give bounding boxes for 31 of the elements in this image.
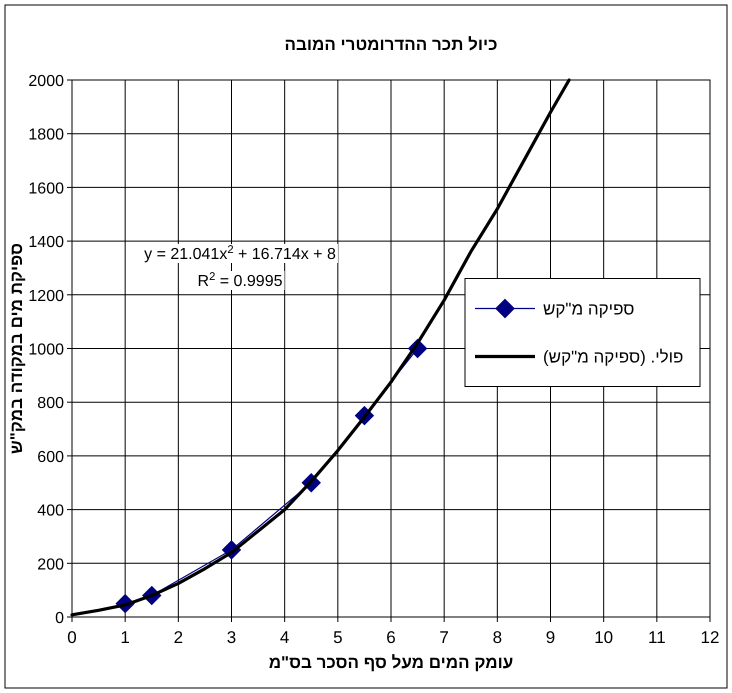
x-tick-label: 10: [594, 628, 614, 647]
legend-label: פולי. (ספיקה מ"קש): [543, 348, 684, 366]
y-tick-label: 400: [37, 502, 64, 520]
x-tick-label: 11: [648, 628, 666, 647]
x-tick-label: 3: [226, 628, 236, 647]
x-tick-label: 2: [174, 628, 184, 647]
x-tick-label: 8: [492, 628, 502, 647]
chart-title: כיול תכר ההדרומטרי המובה: [284, 35, 498, 54]
y-tick-label: 800: [37, 395, 64, 412]
y-tick-label: 1600: [28, 180, 64, 198]
y-tick-label: 0: [55, 610, 64, 627]
x-tick-label: 0: [67, 628, 77, 647]
x-tick-label: 6: [386, 628, 396, 647]
legend-label: ספיקה מ"קש: [543, 300, 634, 318]
x-tick-label: 1: [120, 628, 130, 647]
y-tick-label: 600: [37, 448, 64, 466]
x-tick-label: 12: [700, 628, 720, 647]
x-tick-label: 5: [333, 628, 343, 647]
x-tick-label: 9: [546, 628, 556, 647]
y-axis-title: ספיקת מים במקודה במק"ש: [7, 243, 26, 454]
x-tick-label: 4: [280, 628, 290, 647]
y-tick-label: 1200: [28, 288, 64, 305]
y-tick-label: 1800: [28, 126, 64, 144]
y-tick-label: 2000: [28, 73, 64, 90]
y-tick-label: 200: [37, 556, 64, 574]
y-tick-label: 1000: [28, 342, 64, 358]
annotation: y = 21.041x$^{2}$ + 16.714x + 8: [144, 244, 336, 263]
y-tick-label: 1400: [28, 234, 64, 252]
annotation: R$^{2}$ = 0.9995: [198, 271, 283, 290]
x-tick-label: 7: [439, 628, 449, 647]
x-axis-title: עומק המים מעל סף הסכר בס"מ: [268, 653, 514, 672]
